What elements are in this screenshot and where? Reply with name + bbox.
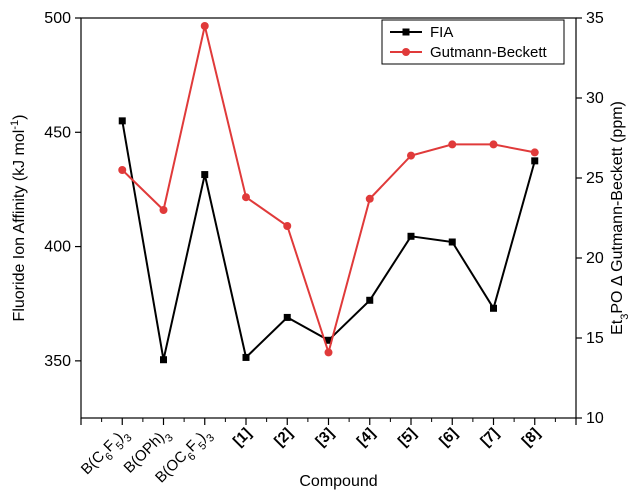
- data-point: [448, 238, 456, 246]
- axes: 350400450500101520253035B(C6F5)3B(OPh)3B…: [44, 10, 604, 490]
- data-point: [200, 22, 209, 30]
- data-point: [118, 166, 127, 174]
- data-point: [324, 348, 333, 357]
- x-category-label: B(OC6F5)3: [152, 425, 217, 490]
- left-y-tick-label: 400: [44, 239, 71, 256]
- data-point: [283, 222, 292, 230]
- right-y-axis-title: Et3PO Δ Gutmann-Beckett (ppm): [609, 101, 631, 335]
- x-category-label: [2]: [271, 425, 296, 450]
- data-point: [489, 140, 498, 149]
- right-y-tick-label: 20: [586, 250, 604, 267]
- left-y-axis-title: Fluoride Ion Affinity (kJ mol-1): [9, 115, 28, 322]
- data-point: [159, 206, 168, 214]
- right-y-tick-label: 30: [586, 90, 604, 107]
- x-category-label: B(C6F5)3: [78, 425, 135, 482]
- left-y-tick-label: 350: [44, 353, 71, 370]
- data-point: [283, 313, 291, 321]
- data-point: [201, 171, 209, 179]
- left-y-tick-label: 450: [44, 124, 71, 141]
- data-point: [118, 117, 126, 125]
- x-category-label: [7]: [477, 425, 502, 450]
- data-point: [160, 356, 167, 364]
- data-point: [407, 151, 415, 160]
- data-point: [531, 157, 539, 165]
- x-category-label: [8]: [519, 425, 544, 450]
- right-y-tick-label: 35: [586, 10, 604, 27]
- data-point: [325, 336, 332, 344]
- series-layer: [118, 22, 539, 364]
- plot-frame: [80, 17, 577, 419]
- legend-box: [381, 19, 565, 65]
- legend-marker: [402, 48, 410, 56]
- series-line-gutmann-beckett: [121, 25, 535, 356]
- data-point: [242, 193, 250, 202]
- legend-marker: [402, 28, 410, 36]
- data-point: [530, 148, 539, 157]
- legend-label: FIA: [430, 24, 453, 41]
- data-point: [448, 140, 457, 149]
- left-y-tick-label: 500: [44, 10, 71, 27]
- x-category-label: [5]: [395, 425, 420, 450]
- data-point: [242, 353, 250, 361]
- x-category-label: [3]: [312, 425, 337, 450]
- data-point: [490, 304, 497, 312]
- data-point: [365, 194, 374, 203]
- data-point: [407, 232, 415, 240]
- x-category-label: [1]: [230, 425, 255, 450]
- x-axis-title: Compound: [299, 473, 377, 490]
- legend-label: Gutmann-Beckett: [430, 44, 548, 61]
- series-line-fia: [121, 120, 536, 360]
- legend: FIA Gutmann-Beckett: [381, 19, 565, 65]
- right-y-tick-label: 15: [586, 330, 604, 347]
- right-y-tick-label: 25: [586, 170, 604, 187]
- data-point: [366, 296, 374, 304]
- right-y-tick-label: 10: [586, 410, 604, 427]
- x-category-label: [6]: [436, 425, 461, 450]
- x-category-label: [4]: [354, 425, 379, 450]
